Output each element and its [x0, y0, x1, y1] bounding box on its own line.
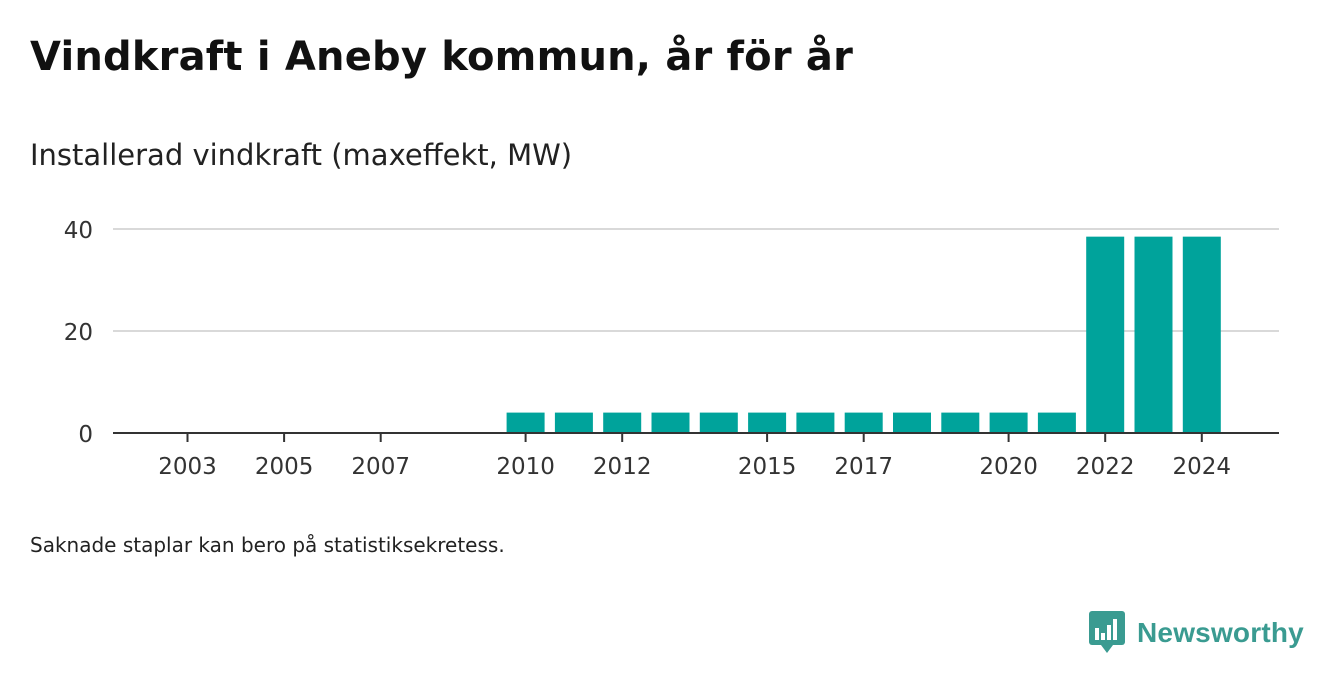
newsworthy-bubble-icon — [1089, 611, 1125, 653]
x-tick-label: 2005 — [255, 454, 314, 480]
bar-2017[interactable] — [844, 412, 883, 433]
x-tick-label: 2007 — [351, 454, 410, 480]
bar-2024[interactable] — [1182, 236, 1221, 433]
x-tick-label: 2012 — [593, 454, 652, 480]
y-tick-label: 20 — [64, 320, 93, 346]
bar-2019[interactable] — [941, 412, 980, 433]
y-tick-label: 40 — [64, 218, 93, 244]
x-tick-label: 2024 — [1173, 454, 1232, 480]
bar-chart: 0 20 40 2003 2005 2007 2010 2012 2015 2017 2020 202… — [64, 218, 1279, 480]
footnote: Saknade staplar kan bero på statistiksek… — [30, 533, 505, 557]
x-tick-label: 2003 — [158, 454, 217, 480]
bar-2016[interactable] — [796, 412, 835, 433]
newsworthy-logo[interactable]: Newsworthy — [1089, 610, 1304, 656]
chart-subtitle: Installerad vindkraft (maxeffekt, MW) — [30, 138, 573, 172]
gridlines — [113, 228, 1279, 332]
bar-2013[interactable] — [651, 412, 690, 433]
bar-2021[interactable] — [1037, 412, 1076, 433]
bars — [506, 236, 1221, 433]
x-tick-label: 2020 — [979, 454, 1038, 480]
bar-2010[interactable] — [506, 412, 545, 433]
bar-2011[interactable] — [554, 412, 593, 433]
x-tick-label: 2015 — [738, 454, 797, 480]
x-tick-label: 2017 — [834, 454, 893, 480]
brand-name: Newsworthy — [1137, 617, 1304, 648]
bar-2023[interactable] — [1134, 236, 1173, 433]
bar-2020[interactable] — [989, 412, 1028, 433]
y-tick-label: 0 — [78, 422, 93, 448]
chart-title: Vindkraft i Aneby kommun, år för år — [30, 34, 854, 80]
x-tick-label: 2022 — [1076, 454, 1135, 480]
bar-2014[interactable] — [699, 412, 738, 433]
bar-2022[interactable] — [1086, 236, 1125, 433]
axes: 0 20 40 2003 2005 2007 2010 2012 2015 2017 2020 202… — [64, 218, 1279, 480]
bar-2015[interactable] — [748, 412, 787, 433]
x-tick-label: 2010 — [496, 454, 555, 480]
bar-2018[interactable] — [893, 412, 931, 433]
bar-2012[interactable] — [603, 412, 642, 433]
